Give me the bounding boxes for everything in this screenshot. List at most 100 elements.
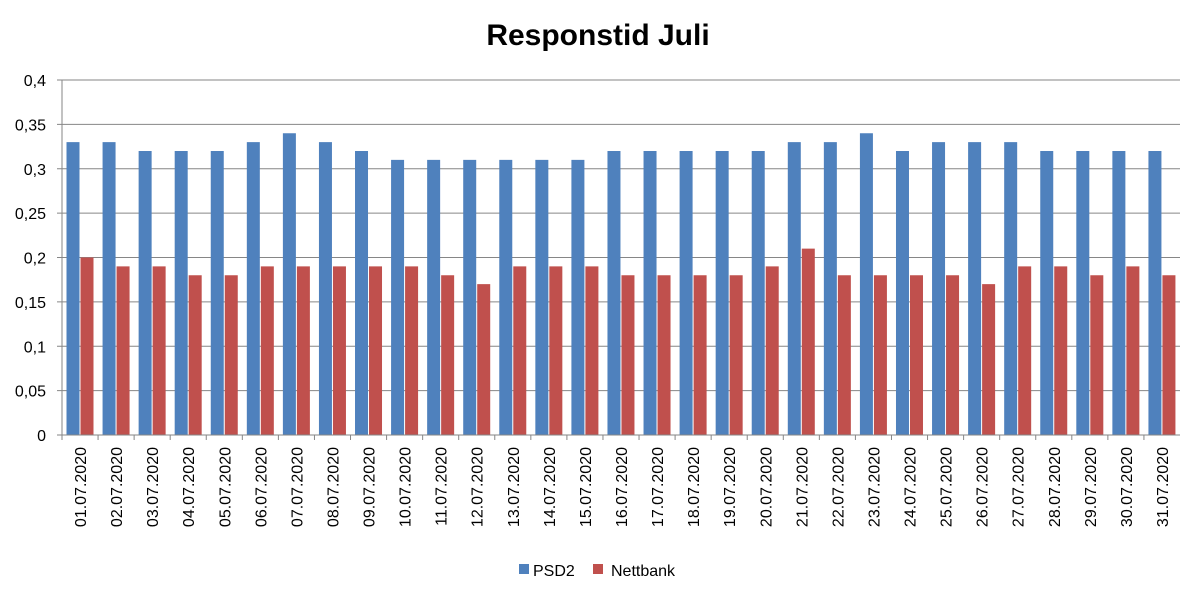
bar-psd2-05.07.2020 <box>210 151 224 435</box>
x-tick-label: 09.07.2020 <box>362 447 379 527</box>
bar-psd2-08.07.2020 <box>318 142 332 435</box>
bar-nettbank-24.07.2020 <box>909 275 923 435</box>
bar-psd2-16.07.2020 <box>607 151 621 435</box>
bar-nettbank-30.07.2020 <box>1126 266 1140 435</box>
x-tick-label: 05.07.2020 <box>217 447 234 527</box>
bar-psd2-12.07.2020 <box>463 159 477 435</box>
legend-swatch-nettbank <box>593 564 603 574</box>
y-tick-label: 0,3 <box>24 162 46 179</box>
x-tick-label: 08.07.2020 <box>325 447 342 527</box>
x-tick-label: 14.07.2020 <box>542 447 559 527</box>
bar-nettbank-26.07.2020 <box>982 284 996 435</box>
bar-psd2-11.07.2020 <box>427 159 441 435</box>
bar-psd2-18.07.2020 <box>679 151 693 435</box>
bar-psd2-17.07.2020 <box>643 151 657 435</box>
x-tick-label: 02.07.2020 <box>109 447 126 527</box>
x-tick-label: 04.07.2020 <box>181 447 198 527</box>
bar-nettbank-11.07.2020 <box>441 275 455 435</box>
bar-psd2-02.07.2020 <box>102 142 116 435</box>
x-tick-label: 25.07.2020 <box>939 447 956 527</box>
bar-nettbank-22.07.2020 <box>837 275 851 435</box>
bar-nettbank-10.07.2020 <box>405 266 419 435</box>
x-tick-label: 16.07.2020 <box>614 447 631 527</box>
bar-psd2-09.07.2020 <box>355 151 369 435</box>
bar-nettbank-19.07.2020 <box>729 275 743 435</box>
bar-psd2-04.07.2020 <box>174 151 188 435</box>
x-tick-label: 30.07.2020 <box>1119 447 1136 527</box>
x-tick-label: 12.07.2020 <box>470 447 487 527</box>
bar-nettbank-13.07.2020 <box>513 266 527 435</box>
bar-psd2-21.07.2020 <box>787 142 801 435</box>
y-tick-label: 0,1 <box>24 339 46 356</box>
bar-psd2-23.07.2020 <box>859 133 873 435</box>
bar-nettbank-15.07.2020 <box>585 266 599 435</box>
x-tick-label: 24.07.2020 <box>903 447 920 527</box>
x-tick-label: 21.07.2020 <box>794 447 811 527</box>
x-tick-label: 07.07.2020 <box>289 447 306 527</box>
bar-psd2-20.07.2020 <box>751 151 765 435</box>
bar-psd2-25.07.2020 <box>932 142 946 435</box>
bar-psd2-14.07.2020 <box>535 159 549 435</box>
x-tick-label: 03.07.2020 <box>145 447 162 527</box>
bar-psd2-24.07.2020 <box>895 151 909 435</box>
bar-psd2-30.07.2020 <box>1112 151 1126 435</box>
bar-nettbank-25.07.2020 <box>946 275 960 435</box>
bar-nettbank-20.07.2020 <box>765 266 779 435</box>
x-tick-label: 10.07.2020 <box>398 447 415 527</box>
bar-psd2-10.07.2020 <box>391 159 405 435</box>
x-tick-label: 17.07.2020 <box>650 447 667 527</box>
x-tick-label: 31.07.2020 <box>1155 447 1172 527</box>
x-tick-label: 26.07.2020 <box>975 447 992 527</box>
bar-nettbank-17.07.2020 <box>657 275 671 435</box>
x-tick-label: 20.07.2020 <box>758 447 775 527</box>
x-tick-label: 06.07.2020 <box>253 447 270 527</box>
y-tick-label: 0,2 <box>24 251 46 268</box>
bar-nettbank-18.07.2020 <box>693 275 707 435</box>
bar-psd2-19.07.2020 <box>715 151 729 435</box>
legend-label-psd2: PSD2 <box>533 563 575 580</box>
bar-nettbank-05.07.2020 <box>224 275 238 435</box>
bar-psd2-15.07.2020 <box>571 159 585 435</box>
bar-psd2-22.07.2020 <box>823 142 837 435</box>
bar-nettbank-28.07.2020 <box>1054 266 1068 435</box>
bar-nettbank-29.07.2020 <box>1090 275 1104 435</box>
bar-psd2-06.07.2020 <box>246 142 260 435</box>
bar-nettbank-07.07.2020 <box>296 266 310 435</box>
x-tick-label: 27.07.2020 <box>1011 447 1028 527</box>
y-tick-label: 0,25 <box>15 206 46 223</box>
x-tick-label: 01.07.2020 <box>73 447 90 527</box>
bar-nettbank-14.07.2020 <box>549 266 563 435</box>
y-tick-label: 0,05 <box>15 384 46 401</box>
bar-psd2-31.07.2020 <box>1148 151 1162 435</box>
x-tick-label: 19.07.2020 <box>722 447 739 527</box>
bar-psd2-29.07.2020 <box>1076 151 1090 435</box>
bar-psd2-26.07.2020 <box>968 142 982 435</box>
x-tick-label: 23.07.2020 <box>866 447 883 527</box>
bar-nettbank-03.07.2020 <box>152 266 166 435</box>
y-tick-label: 0,15 <box>15 295 46 312</box>
bar-nettbank-31.07.2020 <box>1162 275 1176 435</box>
legend-label-nettbank: Nettbank <box>611 563 676 580</box>
bar-nettbank-16.07.2020 <box>621 275 635 435</box>
bar-psd2-28.07.2020 <box>1040 151 1054 435</box>
bar-nettbank-01.07.2020 <box>80 257 94 435</box>
bar-nettbank-06.07.2020 <box>260 266 274 435</box>
x-tick-label: 15.07.2020 <box>578 447 595 527</box>
bar-psd2-01.07.2020 <box>66 142 80 435</box>
chart-title: Responstid Juli <box>486 19 709 52</box>
y-tick-label: 0,35 <box>15 117 46 134</box>
legend: PSD2 Nettbank <box>519 563 676 580</box>
bar-nettbank-04.07.2020 <box>188 275 202 435</box>
y-tick-label: 0 <box>37 428 46 445</box>
bar-psd2-13.07.2020 <box>499 159 513 435</box>
x-tick-label: 29.07.2020 <box>1083 447 1100 527</box>
y-tick-label: 0,4 <box>24 73 46 90</box>
x-tick-label: 22.07.2020 <box>830 447 847 527</box>
bar-nettbank-09.07.2020 <box>369 266 383 435</box>
x-tick-label: 11.07.2020 <box>434 447 451 526</box>
bar-psd2-03.07.2020 <box>138 151 152 435</box>
x-tick-label: 18.07.2020 <box>686 447 703 527</box>
bar-psd2-07.07.2020 <box>282 133 296 435</box>
x-tick-label: 28.07.2020 <box>1047 447 1064 527</box>
